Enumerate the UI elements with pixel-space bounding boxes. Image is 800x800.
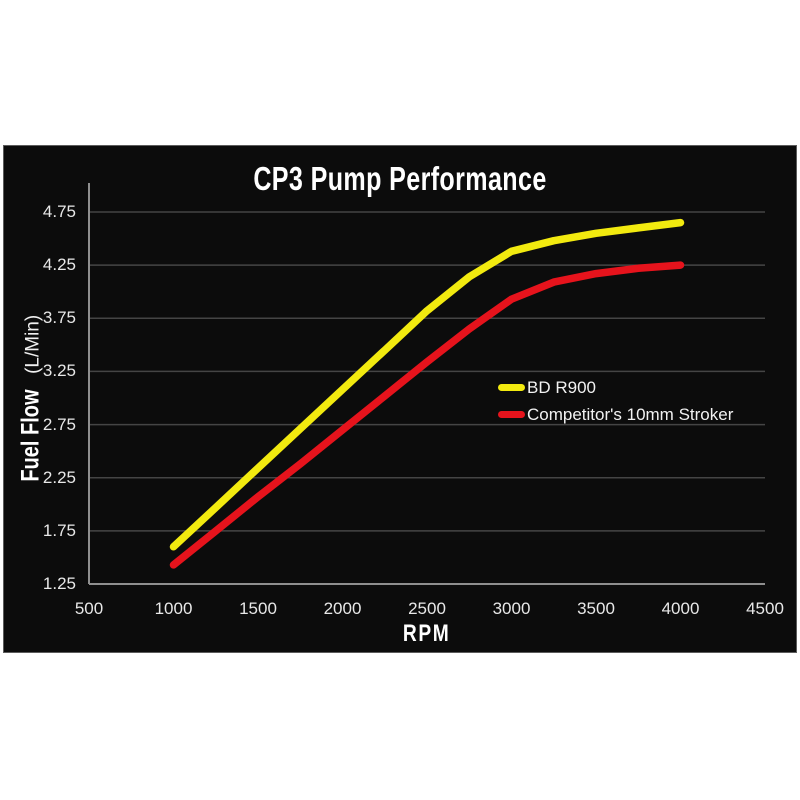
- y-tick-label: 4.25: [42, 255, 76, 275]
- x-tick-label: 3500: [577, 599, 615, 618]
- legend-swatch-icon: [498, 411, 525, 418]
- x-tick-label: 2000: [323, 599, 362, 618]
- legend-item-competitor-s-10mm-stroker: Competitor's 10mm Stroker: [498, 401, 733, 428]
- chart-title-text: CP3 Pump Performance: [253, 160, 547, 197]
- plot-area: [88, 183, 765, 585]
- x-tick-label: 3000: [492, 599, 531, 618]
- y-tick-label: 2.75: [42, 414, 76, 434]
- legend-label: BD R900: [527, 377, 596, 397]
- chart-title: CP3 Pump Performance: [4, 160, 796, 198]
- x-tick-label: 1000: [154, 599, 193, 618]
- x-tick-label: 500: [74, 599, 104, 618]
- y-tick-label: 4.75: [42, 202, 76, 221]
- x-tick-label: 4000: [661, 599, 700, 618]
- x-tick-label: 1500: [239, 599, 277, 618]
- legend-label: Competitor's 10mm Stroker: [527, 404, 734, 424]
- chart-panel: CP3 Pump Performance Fuel Flow(L/Min) RP…: [3, 145, 797, 653]
- legend-item-bd-r900: BD R900: [498, 374, 733, 401]
- x-axis-title-text: RPM: [403, 620, 451, 647]
- x-tick-label: 4500: [746, 599, 784, 618]
- y-tick-label: 2.25: [42, 467, 76, 487]
- y-tick-label: 3.25: [42, 361, 76, 381]
- y-tick-label: 1.75: [42, 520, 76, 540]
- series-line-bd-r900: [169, 218, 685, 551]
- x-tick-label: 2500: [408, 599, 446, 618]
- legend: BD R900 Competitor's 10mm Stroker: [498, 374, 733, 428]
- y-tick-label: 3.75: [42, 308, 76, 328]
- y-axis-title: Fuel Flow(L/Min): [17, 315, 46, 493]
- y-tick-label: 1.25: [42, 574, 76, 593]
- x-axis-title: RPM: [387, 620, 467, 648]
- legend-swatch-icon: [498, 384, 525, 391]
- series-line-competitor-s-10mm-stroker: [169, 261, 685, 569]
